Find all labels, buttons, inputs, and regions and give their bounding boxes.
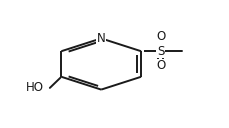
- Text: N: N: [96, 32, 105, 45]
- Text: O: O: [155, 59, 164, 72]
- Text: O: O: [155, 30, 164, 43]
- Text: HO: HO: [26, 81, 44, 94]
- Text: S: S: [156, 45, 164, 58]
